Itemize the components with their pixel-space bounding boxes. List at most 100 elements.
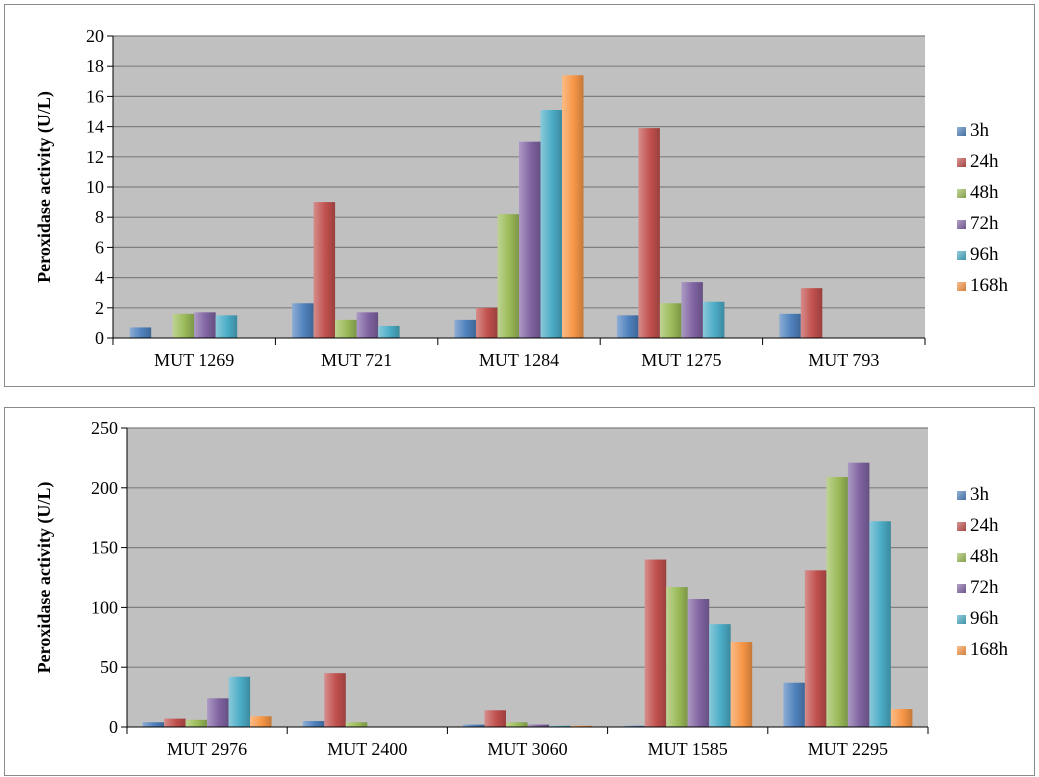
chart-panel-bottom: 0 50 100 150 200 250 MUT 2976 MUT 2400 MUT 3060 M… <box>4 407 1035 776</box>
bar-24h-MUT-2400 <box>324 673 346 727</box>
y-tick-label: 10 <box>86 177 104 197</box>
bar-96h-MUT-3060 <box>549 725 571 727</box>
bar-168h-MUT-1585 <box>730 642 753 727</box>
x-tick-label: MUT 3060 <box>487 739 567 759</box>
legend-swatch-24h <box>957 522 966 531</box>
y-tick-label: 200 <box>91 478 118 498</box>
bar-48h-MUT-1269 <box>172 313 195 338</box>
bar-48h-MUT-1585 <box>666 587 688 727</box>
bar-3h-MUT-2976 <box>142 722 165 727</box>
x-tick-label: MUT 721 <box>321 350 392 370</box>
legend-swatch-72h <box>957 220 966 229</box>
x-tick-label: MUT 1275 <box>641 350 721 370</box>
bar-3h-MUT-793 <box>779 313 801 338</box>
x-tick-label: MUT 2400 <box>327 739 407 759</box>
bar-3h-MUT-2400 <box>302 721 325 727</box>
bar-48h-MUT-721 <box>335 319 357 338</box>
bar-24h-MUT-3060 <box>484 710 506 727</box>
bar-chart-top: 0 2 4 6 8 10 12 14 16 18 20 MUT 1269 MUT 721 MUT 1284… <box>34 26 1009 370</box>
bar-168h-MUT-2295 <box>890 709 913 727</box>
bar-3h-MUT-3060 <box>463 724 485 727</box>
bar-3h-MUT-1269 <box>129 327 152 338</box>
bar-3h-MUT-721 <box>292 303 314 338</box>
legend-swatch-24h <box>957 158 966 167</box>
legend-swatch-96h <box>957 251 966 260</box>
y-tick-label: 250 <box>91 418 118 438</box>
bar-96h-MUT-2976 <box>228 676 251 727</box>
legend-label-48h: 48h <box>970 546 999 567</box>
bar-72h-MUT-2976 <box>207 698 229 727</box>
bar-96h-MUT-1275 <box>702 301 725 338</box>
y-tick-label: 12 <box>86 147 104 167</box>
bar-48h-MUT-1275 <box>659 303 682 338</box>
y-tick-label: 14 <box>86 117 104 137</box>
y-tick-label: 4 <box>95 268 104 288</box>
legend-swatch-3h <box>957 127 966 136</box>
bar-168h-MUT-2976 <box>250 716 272 727</box>
bar-3h-MUT-1585 <box>623 725 645 727</box>
x-tick-label: MUT 2976 <box>167 739 247 759</box>
legend-label-72h: 72h <box>970 577 999 598</box>
bar-24h-MUT-1275 <box>638 128 660 338</box>
bar-72h-MUT-3060 <box>527 724 549 727</box>
x-tick-label: MUT 1269 <box>154 350 234 370</box>
x-tick-label: MUT 2295 <box>808 739 888 759</box>
bar-3h-MUT-2295 <box>783 682 805 727</box>
y-tick-label: 0 <box>109 717 118 737</box>
y-tick-label: 2 <box>95 298 104 318</box>
legend-label-24h: 24h <box>970 151 999 172</box>
legend-label-96h: 96h <box>970 608 999 629</box>
legend-swatch-48h <box>957 553 966 562</box>
bar-72h-MUT-721 <box>356 312 379 338</box>
bar-72h-MUT-1585 <box>687 599 710 727</box>
plot-area <box>127 428 928 727</box>
x-tick-label: MUT 1585 <box>648 739 728 759</box>
x-tick-label: MUT 793 <box>808 350 879 370</box>
legend-swatch-168h <box>957 282 966 291</box>
legend-swatch-3h <box>957 491 966 500</box>
bar-96h-MUT-1269 <box>215 315 238 338</box>
bar-24h-MUT-2295 <box>804 570 827 727</box>
bar-96h-MUT-2295 <box>869 521 891 727</box>
y-tick-label: 100 <box>91 597 118 617</box>
bar-48h-MUT-2976 <box>185 719 208 727</box>
y-tick-label: 8 <box>95 207 104 227</box>
legend-label-3h: 3h <box>970 484 990 505</box>
y-axis-title: Peroxidase activity (U/L) <box>34 482 55 674</box>
bar-48h-MUT-1284 <box>497 214 519 338</box>
bar-48h-MUT-2295 <box>826 477 848 727</box>
legend-swatch-72h <box>957 584 966 593</box>
bar-96h-MUT-1585 <box>709 624 731 727</box>
bar-24h-MUT-1585 <box>644 559 667 727</box>
y-tick-label: 6 <box>95 237 104 257</box>
legend-label-24h: 24h <box>970 515 999 536</box>
legend-label-48h: 48h <box>970 182 999 203</box>
y-tick-label: 0 <box>95 328 104 348</box>
bar-3h-MUT-1284 <box>454 319 476 338</box>
legend-label-72h: 72h <box>970 213 999 234</box>
bar-24h-MUT-721 <box>313 202 336 338</box>
legend-swatch-48h <box>957 189 966 198</box>
bar-24h-MUT-1284 <box>476 307 498 338</box>
bar-24h-MUT-793 <box>800 288 823 338</box>
bar-48h-MUT-3060 <box>506 722 528 727</box>
legend-swatch-96h <box>957 615 966 624</box>
y-tick-label: 50 <box>100 657 118 677</box>
legend-swatch-168h <box>957 646 966 655</box>
legend-label-3h: 3h <box>970 120 990 141</box>
bar-72h-MUT-1284 <box>519 141 541 338</box>
chart-panel-top: 0 2 4 6 8 10 12 14 16 18 20 MUT 1269 MUT 721 MUT 1284… <box>4 4 1035 387</box>
bar-24h-MUT-2976 <box>164 718 186 727</box>
bar-96h-MUT-721 <box>378 325 400 338</box>
bar-3h-MUT-1275 <box>616 315 639 338</box>
bar-168h-MUT-3060 <box>570 725 592 727</box>
y-tick-label: 18 <box>86 56 104 76</box>
bar-168h-MUT-1284 <box>562 75 584 338</box>
bar-72h-MUT-2295 <box>847 462 870 727</box>
bar-48h-MUT-2400 <box>345 722 368 727</box>
y-tick-label: 150 <box>91 538 118 558</box>
legend-label-168h: 168h <box>970 275 1009 296</box>
bar-chart-bottom: 0 50 100 150 200 250 MUT 2976 MUT 2400 MUT 3060 M… <box>34 418 1009 759</box>
bar-96h-MUT-1284 <box>540 109 562 339</box>
y-tick-label: 16 <box>86 86 104 106</box>
